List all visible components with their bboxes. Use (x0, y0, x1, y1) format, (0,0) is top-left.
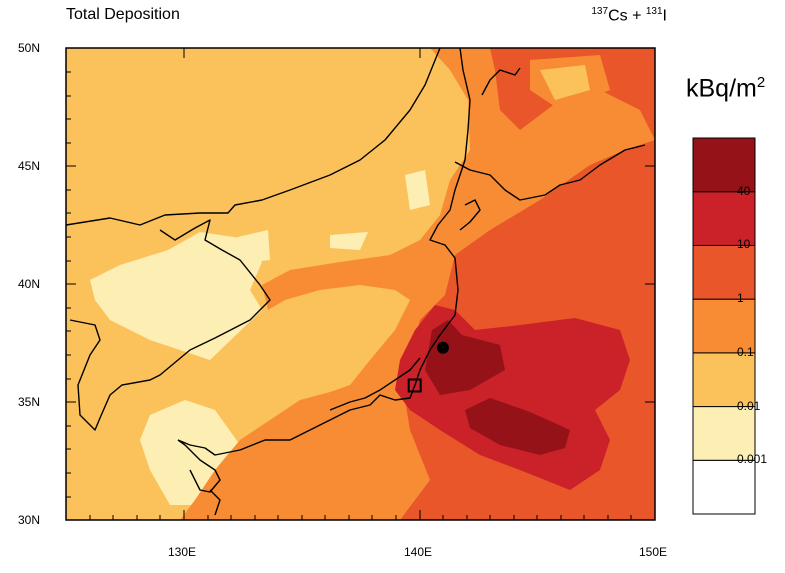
minor-tick-marks (66, 71, 632, 520)
legend-level-label: 1 (737, 291, 744, 306)
legend-swatch (692, 244, 756, 300)
contour-level-over-40 (465, 398, 570, 455)
legend-level-label: 40 (737, 183, 751, 198)
lat-tick-label: 30N (18, 513, 41, 527)
legend-swatch (692, 137, 756, 193)
legend-level-label: 0.001 (737, 452, 768, 467)
lat-tick-label: 50N (18, 41, 41, 55)
unit-label: kBq/m2 (686, 74, 766, 103)
tick-marks (66, 47, 656, 521)
legend-colorbar (692, 137, 756, 515)
map-title: Total Deposition (66, 6, 180, 23)
city-marker (407, 378, 422, 393)
lat-tick-label: 45N (18, 159, 41, 173)
lat-tick-label: 35N (18, 395, 41, 409)
contour-level-0.001-0.01 (90, 232, 262, 360)
legend-swatch (692, 352, 756, 408)
lon-tick-label: 140E (404, 545, 433, 559)
coastlines (66, 48, 646, 516)
legend-level-label: 10 (737, 237, 751, 252)
legend-swatch (692, 459, 756, 515)
lon-tick-label: 150E (639, 545, 668, 559)
legend-swatch (692, 406, 756, 461)
site-markers (407, 341, 449, 393)
contour-fill (66, 48, 655, 520)
legend-level-label: 0.1 (737, 344, 754, 359)
contour-level-over-40 (425, 320, 505, 395)
plant-marker (436, 341, 449, 354)
species-label: 137Cs + 131I (591, 6, 667, 25)
legend-swatch (692, 298, 756, 354)
lat-tick-label: 40N (18, 277, 41, 291)
legend-level-label: 0.01 (737, 398, 761, 413)
lon-tick-label: 130E (168, 545, 197, 559)
